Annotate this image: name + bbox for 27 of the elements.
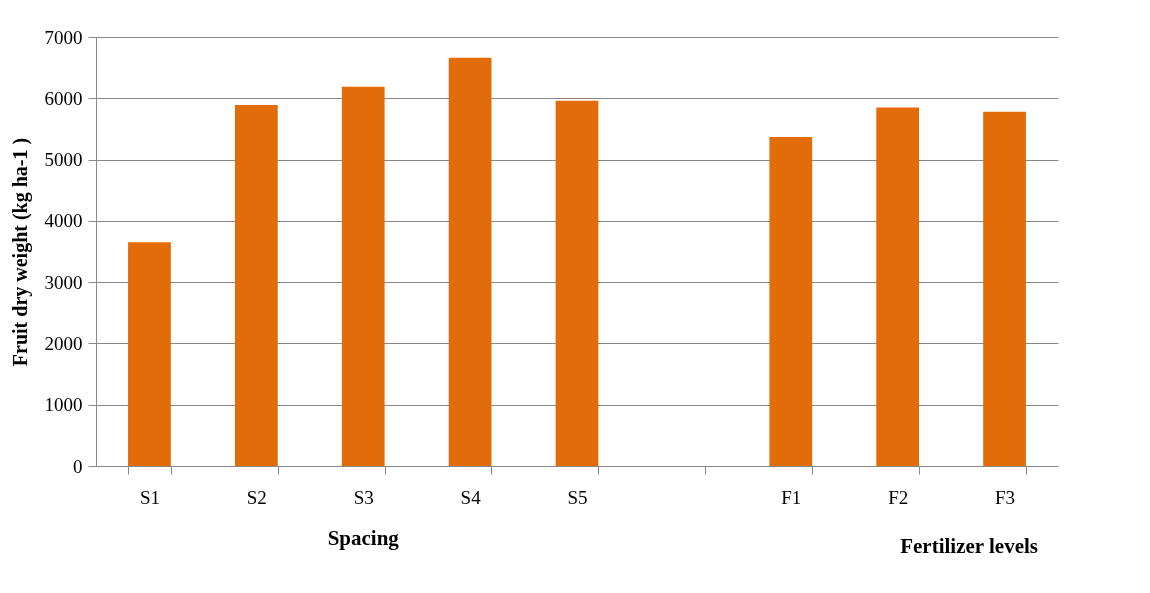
- y-axis-title: Fruit dry weight (kg ha-1 ): [8, 137, 32, 367]
- bar: [341, 86, 385, 466]
- y-tick-label: 2000: [44, 332, 83, 354]
- bar: [769, 136, 813, 466]
- x-tick-label: S1: [139, 486, 160, 508]
- x-tick-label: S5: [567, 486, 588, 508]
- y-tick-label: 3000: [44, 271, 83, 293]
- x-tick-label: F3: [995, 486, 1016, 508]
- bar: [555, 100, 599, 466]
- x-tick-label: S3: [353, 486, 374, 508]
- x-axis-title: Spacing: [327, 526, 400, 550]
- bar: [128, 242, 171, 466]
- y-tick-label: 1000: [44, 394, 83, 416]
- x-tick-label: S4: [460, 486, 482, 508]
- bar: [983, 111, 1026, 466]
- y-tick-label: 6000: [44, 87, 83, 109]
- y-tick-label: 7000: [44, 26, 83, 48]
- x-tick-label: F1: [781, 486, 802, 508]
- bar: [876, 107, 920, 466]
- bar: [448, 57, 492, 466]
- x-tick-label: S2: [246, 486, 267, 508]
- bar: [234, 105, 278, 466]
- y-tick-label: 5000: [44, 149, 83, 171]
- y-tick-label: 0: [73, 455, 83, 477]
- y-tick-label: 4000: [44, 210, 83, 232]
- x-tick-label: F2: [888, 486, 909, 508]
- text: Fertilizer levels: [900, 534, 1038, 558]
